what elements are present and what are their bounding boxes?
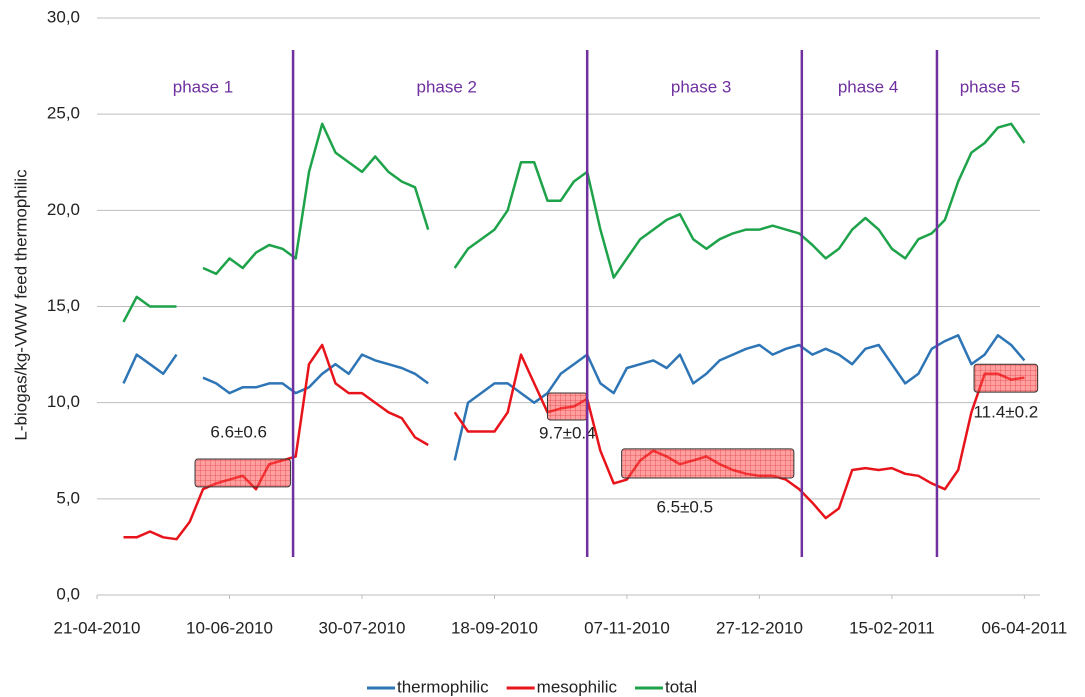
highlight-box	[546, 392, 588, 421]
x-tick-label: 07-11-2010	[584, 618, 670, 637]
series-line	[122, 122, 1026, 323]
phase-label: phase 2	[417, 77, 478, 96]
y-tick-label: 20,0	[47, 200, 80, 219]
series-line	[122, 334, 1026, 461]
highlight-box	[621, 448, 795, 479]
y-tick-label: 15,0	[47, 296, 80, 315]
x-tick-label: 21-04-2010	[54, 618, 141, 637]
annotation-label: 9.7±0.4	[539, 423, 596, 442]
y-axis-title: L-biogas/kg-VWW feed thermophilic	[11, 169, 30, 441]
phase-label: phase 4	[838, 77, 899, 96]
annotation-label: 6.5±0.5	[656, 498, 713, 517]
annotation-label: 11.4±0.2	[973, 403, 1038, 422]
x-tick-label: 27-12-2010	[716, 618, 803, 637]
annotation-label: 6.6±0.6	[210, 423, 267, 442]
highlight-box	[973, 363, 1039, 393]
y-tick-label: 25,0	[47, 104, 80, 123]
legend-label: mesophilic	[537, 677, 618, 696]
phase-label: phase 3	[671, 77, 732, 96]
legend-label: total	[665, 677, 697, 696]
x-tick-label: 30-07-2010	[318, 618, 405, 637]
highlight-box	[194, 458, 291, 488]
phase-label: phase 1	[173, 77, 234, 96]
x-tick-label: 10-06-2010	[186, 618, 273, 637]
phase-label: phase 5	[960, 77, 1021, 96]
y-tick-label: 10,0	[47, 392, 80, 411]
y-tick-label: 5,0	[56, 488, 80, 507]
x-tick-label: 15-02-2011	[849, 618, 935, 637]
x-tick-label: 06-04-2011	[982, 618, 1068, 637]
x-tick-label: 18-09-2010	[451, 618, 538, 637]
y-tick-label: 0,0	[56, 584, 80, 603]
legend-label: thermophilic	[397, 677, 489, 696]
y-tick-label: 30,0	[47, 7, 80, 26]
